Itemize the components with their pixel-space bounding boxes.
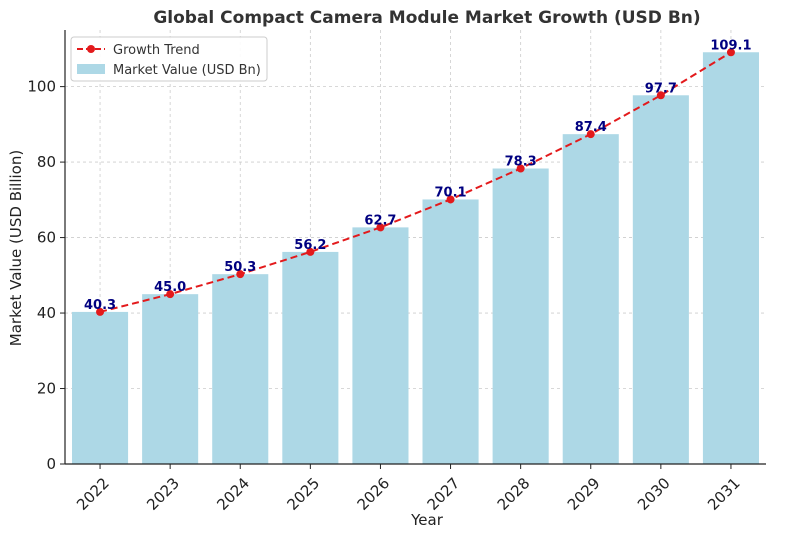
trend-point: [376, 223, 385, 232]
bar: [492, 168, 549, 464]
trend-line-path: [99, 51, 732, 313]
data-label: 50.3: [224, 260, 256, 275]
trend-point: [236, 270, 245, 279]
x-tick-label: 2025: [283, 474, 323, 514]
trend-point: [586, 130, 595, 139]
bar: [352, 227, 409, 464]
x-tick-label: 2024: [213, 474, 253, 514]
bars: [72, 52, 759, 465]
data-label: 109.1: [710, 38, 751, 53]
legend-label: Market Value (USD Bn): [113, 63, 261, 78]
bar: [72, 311, 129, 464]
bar: [562, 134, 619, 464]
bar: [632, 95, 689, 464]
axes: [64, 30, 766, 465]
x-tick-label: 2029: [564, 474, 604, 514]
data-label: 40.3: [84, 298, 116, 313]
bar: [142, 294, 199, 464]
y-tick-label: 80: [37, 153, 56, 171]
data-label: 56.2: [294, 238, 326, 253]
trend-point: [656, 91, 665, 100]
trend-point: [516, 164, 525, 173]
x-tick-labels: 2022 2023 2024 2025 2026 2027 2028 2029 2030 2031: [73, 464, 744, 514]
bar: [282, 251, 339, 464]
x-tick-label: 2031: [704, 474, 744, 514]
x-tick-label: 2028: [494, 474, 534, 514]
trend-point: [166, 290, 175, 299]
legend: Growth Trend Market Value (USD Bn): [70, 36, 268, 82]
bar: [212, 274, 269, 464]
trend-line: [96, 48, 735, 316]
trend-point: [446, 195, 455, 204]
y-tick-label: 40: [37, 304, 56, 322]
legend-label: Growth Trend: [113, 43, 200, 58]
y-tick-label: 100: [27, 78, 56, 96]
x-axis-label: Year: [410, 511, 444, 529]
bar: [422, 199, 479, 464]
data-labels: 40.3 45.0 50.3 56.2 62.7 70.1 78.3 87.4 97.7 109.…: [84, 38, 752, 313]
trend-point: [726, 48, 735, 57]
data-label: 78.3: [505, 155, 537, 170]
y-tick-labels: 0 20 40 60 80 100: [27, 78, 65, 473]
y-tick-label: 60: [37, 229, 56, 247]
data-label: 87.4: [575, 120, 607, 135]
chart-title: Global Compact Camera Module Market Grow…: [153, 8, 700, 28]
x-tick-label: 2030: [634, 474, 674, 514]
x-tick-label: 2026: [354, 474, 394, 514]
data-label: 62.7: [364, 213, 396, 228]
data-label: 97.7: [645, 81, 677, 96]
y-tick-label: 20: [37, 380, 56, 398]
legend-marker: [87, 45, 95, 53]
x-tick-label: 2027: [424, 474, 464, 514]
legend-bar-swatch: [77, 64, 105, 74]
bar: [702, 52, 759, 465]
trend-point: [306, 247, 315, 256]
data-label: 45.0: [154, 280, 186, 295]
x-tick-label: 2023: [143, 474, 183, 514]
y-axis-label: Market Value (USD Billion): [7, 150, 25, 346]
y-tick-label: 0: [46, 455, 56, 473]
x-tick-label: 2022: [73, 474, 113, 514]
trend-point: [96, 307, 105, 316]
data-label: 70.1: [435, 185, 467, 200]
legend-box: [70, 36, 268, 82]
